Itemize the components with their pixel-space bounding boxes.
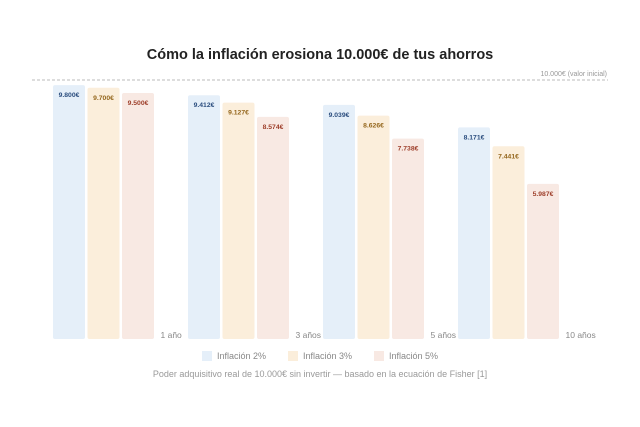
bar-value-label: 8.171€ xyxy=(464,134,485,141)
legend-label: Inflación 2% xyxy=(216,351,266,361)
legend-swatch xyxy=(287,351,298,361)
legend-item: Inflación 5% xyxy=(374,351,438,361)
chart-caption: Poder adquisitivo real de 10.000€ sin in… xyxy=(152,369,488,379)
bar-value-label: 7.738€ xyxy=(398,146,419,153)
legend-swatch xyxy=(374,351,385,361)
bar xyxy=(392,138,424,339)
category-label: 1 año xyxy=(161,330,183,340)
legend-item: Inflación 2% xyxy=(201,351,266,361)
bar xyxy=(257,116,289,339)
legend-item: Inflación 3% xyxy=(287,351,353,361)
bar xyxy=(122,92,154,339)
bar xyxy=(458,127,490,340)
category-label: 5 años xyxy=(431,330,457,340)
bar-value-label: 9.800€ xyxy=(59,92,80,99)
bar-value-label: 9.127€ xyxy=(228,110,249,117)
category-label: 10 años xyxy=(566,330,596,340)
bar xyxy=(357,115,390,339)
bar-value-label: 8.626€ xyxy=(363,123,384,130)
bar xyxy=(53,85,85,340)
bar-value-label: 9.700€ xyxy=(93,95,114,102)
legend-label: Inflación 5% xyxy=(389,351,439,361)
legend-swatch xyxy=(201,351,212,361)
bar xyxy=(527,183,559,339)
legend-label: Inflación 3% xyxy=(302,351,353,361)
bar-value-label: 9.500€ xyxy=(128,100,149,107)
bar-value-label: 9.412€ xyxy=(194,102,215,109)
bar-value-label: 7.441€ xyxy=(498,153,519,160)
legend: Inflación 2% Inflación 3% Inflación 5% xyxy=(0,351,640,361)
bar-value-label: 5.987€ xyxy=(533,191,554,198)
reference-line-label: 10.000€ (valor inicial) xyxy=(540,71,607,78)
category-label: 3 años xyxy=(296,330,322,340)
bar xyxy=(87,87,120,340)
bar xyxy=(222,102,255,339)
bar xyxy=(492,146,525,339)
bar xyxy=(323,104,355,340)
bar-value-label: 9.039€ xyxy=(329,112,350,119)
bar-value-label: 8.574€ xyxy=(263,124,284,131)
chart-title: Cómo la inflación erosiona 10.000€ de tu… xyxy=(146,47,494,63)
bar xyxy=(188,95,220,339)
